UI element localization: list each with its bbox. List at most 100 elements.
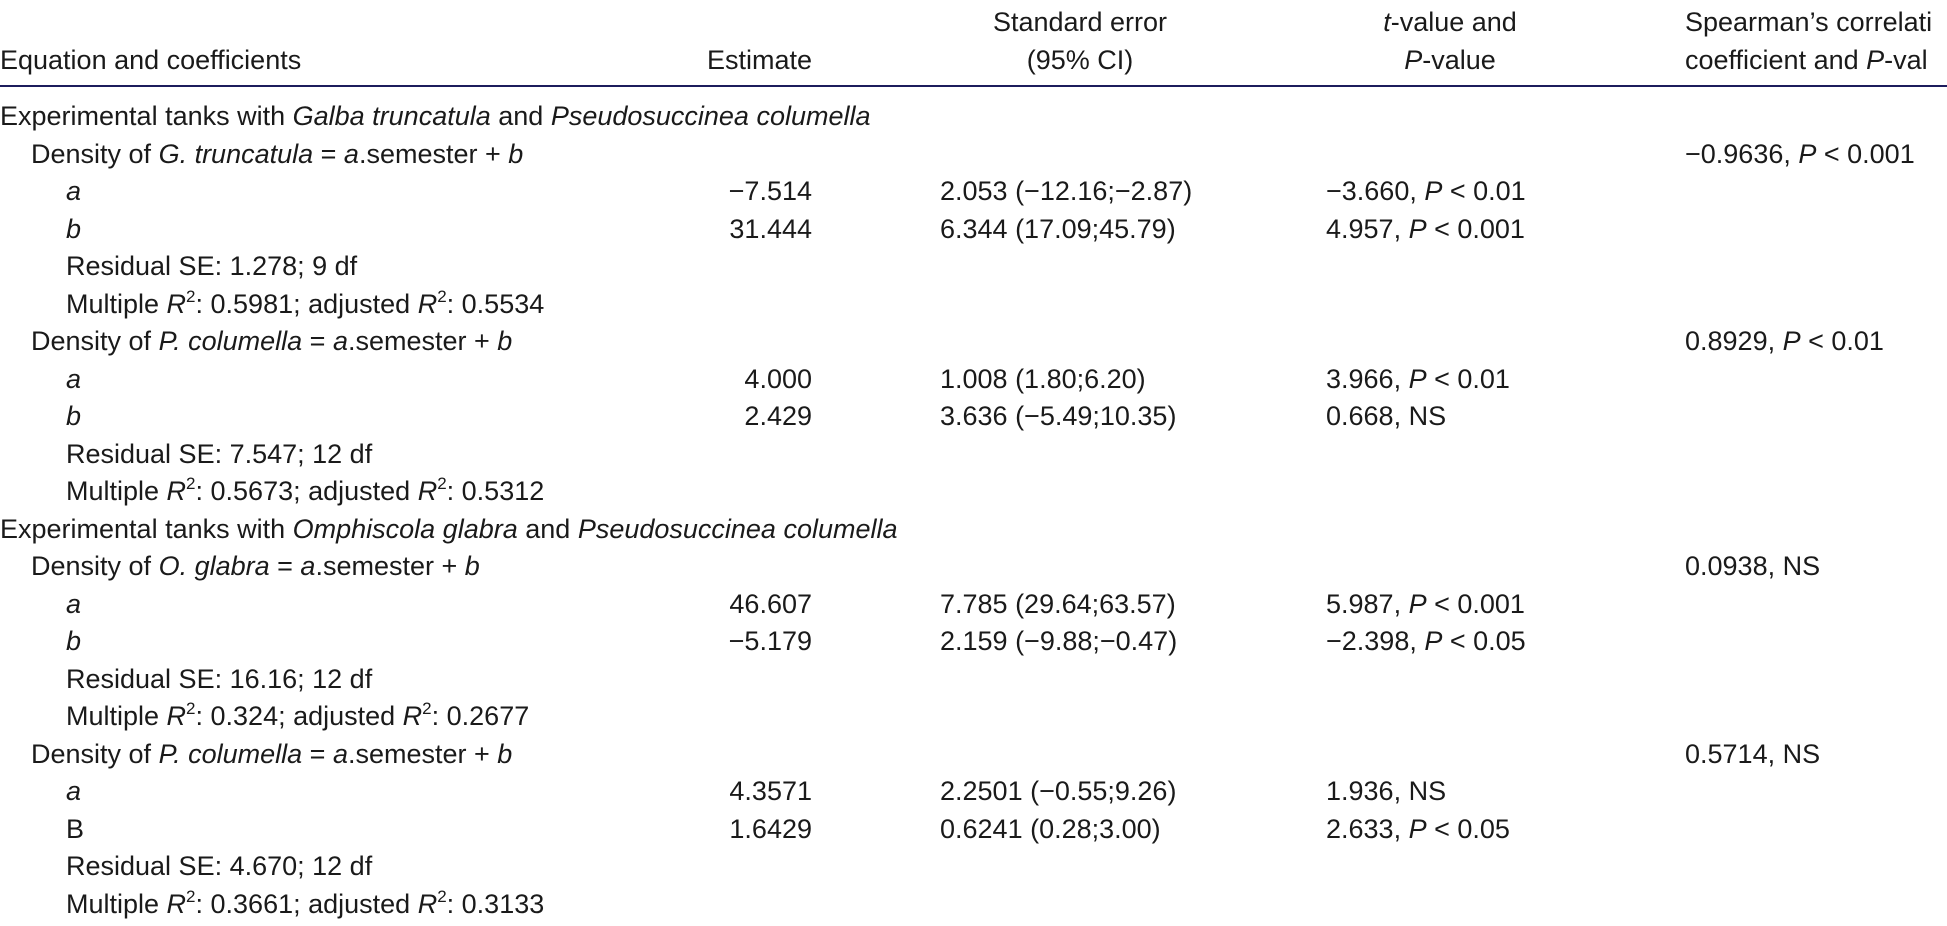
italic-text: Galba truncatula [292,101,491,131]
superscript: 2 [186,286,196,306]
text: : 0.3661; adjusted [195,888,418,919]
multiple-line: Multiple R2: 0.324; adjusted R2: 0.2677 [66,699,529,733]
text: −0.9636, [1685,138,1799,169]
coefficient-name: b [66,399,81,433]
t-cell: 4.957, P < 0.001 [1326,212,1525,246]
se-cell: 6.344 (17.09;45.79) [940,212,1176,246]
text: .semester + [347,326,498,356]
text: : 0.5312 [446,476,545,506]
multiple-line: Multiple R2: 0.5981; adjusted R2: 0.5534 [66,287,544,321]
text: −5.179 [728,626,812,656]
italic-text: R [166,888,187,919]
italic-text: P [1408,363,1427,394]
superscript: 2 [186,699,196,718]
header-cell: Estimate [707,43,812,77]
text: −2.398, [1326,626,1425,656]
estimate-cell: 1.6429 [729,812,812,846]
text: −7.514 [728,176,812,206]
estimate-cell: 31.444 [729,212,812,246]
coefficient-name: b [66,624,81,658]
text: Multiple [66,888,167,919]
italic-text: R [166,476,187,506]
italic-text: a [66,363,82,394]
superscript: 2 [437,886,447,906]
italic-text: a [66,776,82,806]
text: Multiple [66,701,167,731]
se-cell: 7.785 (29.64;63.57) [940,587,1176,621]
text: Spearman’s correlati [1685,7,1933,37]
text: and [517,513,578,544]
text: and [490,101,551,131]
text: 3.966, [1326,363,1409,394]
text: 4.957, [1326,213,1409,244]
text: 1.936, NS [1326,776,1447,806]
italic-text: P. columella [158,738,303,769]
text: = [269,551,301,581]
header-cell: coefficient and P-val [1685,43,1928,77]
text: Density of [31,551,159,581]
group-title: Experimental tanks with Omphiscola glabr… [0,512,898,546]
text: < 0.001 [1816,138,1915,169]
t-cell: 0.668, NS [1326,399,1446,433]
text: -val [1884,45,1928,75]
residual-line: Residual SE: 1.278; 9 df [66,249,357,283]
spearman-cell: −0.9636, P < 0.001 [1685,137,1915,171]
estimate-cell: 46.607 [729,587,812,621]
text: Estimate [707,45,813,75]
italic-text: P [1782,326,1801,356]
text: Residual SE: 16.16; 12 df [66,663,373,694]
se-cell: 0.6241 (0.28;3.00) [940,812,1161,846]
text: Residual SE: 7.547; 12 df [66,438,373,469]
t-cell: 5.987, P < 0.001 [1326,587,1525,621]
text: < 0.01 [1426,363,1510,394]
italic-text: R [417,476,438,506]
estimate-cell: 4.3571 [729,774,812,808]
header-rule [0,85,1947,87]
equation-label: Density of G. truncatula = a.semester + … [31,137,523,171]
italic-text: P [1408,588,1427,619]
italic-text: P [1408,813,1427,844]
se-cell: 2.2501 (−0.55;9.26) [940,774,1176,808]
equation-label: Density of P. columella = a.semester + b [31,324,512,358]
superscript: 2 [437,286,447,306]
equation-label: Density of O. glabra = a.semester + b [31,549,480,583]
text: .semester + [358,138,509,169]
italic-text: P [1424,626,1443,656]
italic-text: R [166,701,187,731]
spearman-cell: 0.0938, NS [1685,549,1820,583]
coefficient-name: a [66,774,81,808]
italic-text: P [1798,138,1817,169]
t-cell: −3.660, P < 0.01 [1326,174,1526,208]
italic-text: a [66,176,82,206]
text: Equation and coefficients [0,45,302,75]
italic-text: P [1424,176,1443,206]
estimate-cell: −5.179 [729,624,812,658]
coefficient-name: a [66,174,81,208]
spearman-cell: 0.8929, P < 0.01 [1685,324,1884,358]
se-cell: 2.159 (−9.88;−0.47) [940,624,1177,658]
text: 4.000 [744,363,812,394]
italic-text: Pseudosuccinea columella [550,101,871,131]
italic-text: b [66,626,82,656]
text: .semester + [315,551,465,581]
text: Residual SE: 4.670; 12 df [66,851,373,881]
spearman-cell: 0.5714, NS [1685,737,1820,771]
text: .semester + [347,738,498,769]
t-cell: −2.398, P < 0.05 [1326,624,1526,658]
coefficient-name: a [66,587,81,621]
italic-text: R [417,288,438,319]
italic-text: P [1866,45,1885,75]
italic-text: b [497,326,513,356]
text: 46.607 [729,588,812,619]
text: Multiple [66,476,167,506]
header-cell: Spearman’s correlati [1685,5,1932,39]
header-cell: Standard error [993,5,1167,39]
italic-text: b [66,401,82,431]
text: = [302,326,333,356]
text: 0.0938, NS [1685,551,1821,581]
t-cell: 2.633, P < 0.05 [1326,812,1510,846]
italic-text: R [402,701,423,731]
text: (95% CI) [1026,45,1134,75]
text: 1.008 (1.80;6.20) [940,363,1146,394]
residual-line: Residual SE: 7.547; 12 df [66,437,372,471]
